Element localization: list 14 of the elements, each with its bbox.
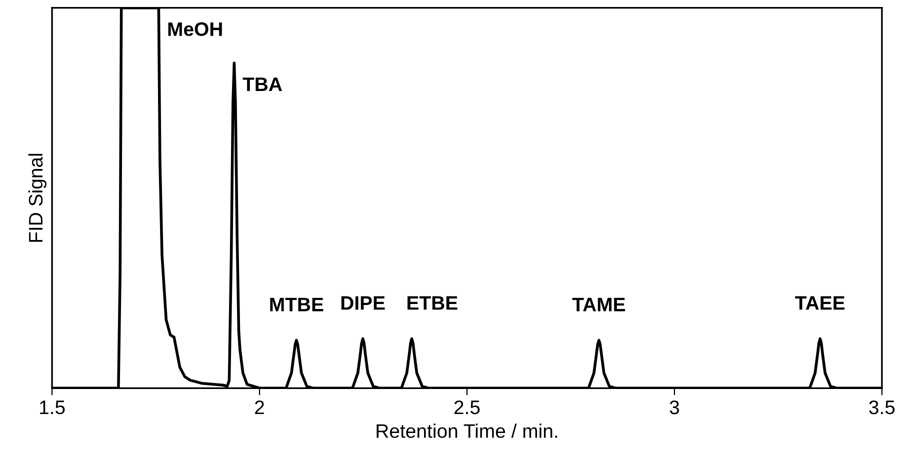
- annotation: TBA: [242, 78, 282, 91]
- annotation: DIPE: [341, 296, 385, 310]
- x-tick-label: 3: [670, 400, 680, 414]
- y-axis-title: FID Signal: [28, 154, 46, 242]
- annotation: TAEE: [795, 296, 845, 310]
- annotation: MTBE: [270, 298, 324, 312]
- x-axis-title: Retention Time / min.: [376, 424, 558, 438]
- x-tick-label: 1.5: [40, 400, 65, 414]
- x-tick-label: 2: [255, 400, 264, 414]
- annotation: MeOH: [168, 22, 222, 36]
- x-tick-label: 3.5: [869, 400, 895, 414]
- annotation: ETBE: [408, 296, 458, 310]
- annotation: TAME: [572, 298, 625, 312]
- x-tick-label: 2.5: [454, 400, 480, 414]
